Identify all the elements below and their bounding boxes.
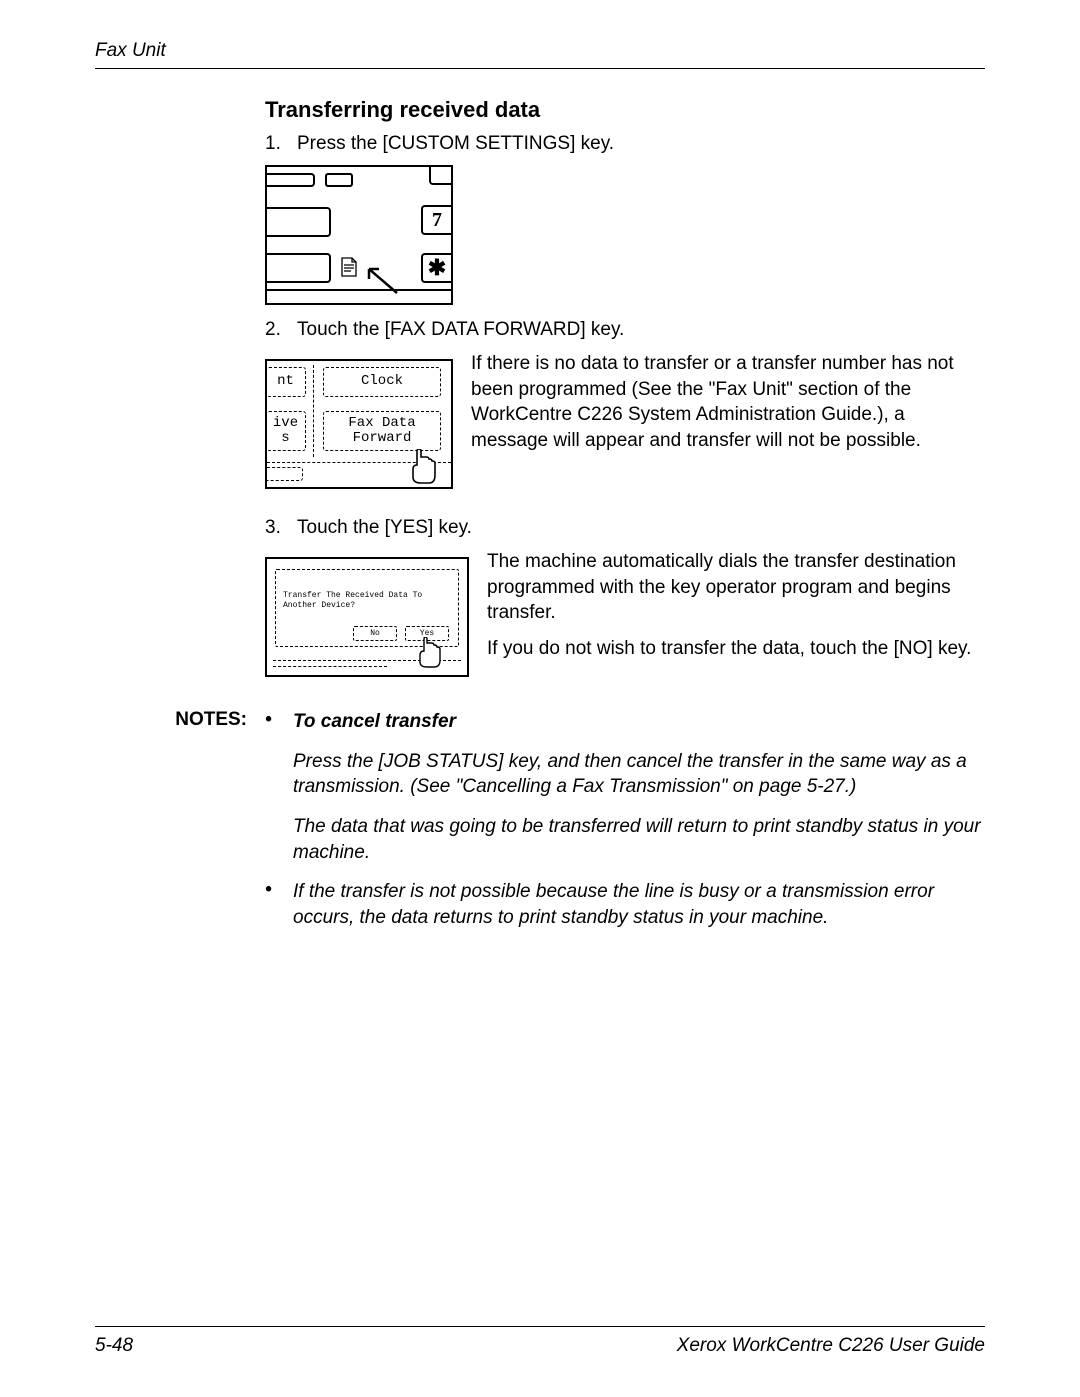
notes-bullet-2: • If the transfer is not possible becaus… xyxy=(265,879,985,930)
paragraph: If there is no data to transfer or a tra… xyxy=(471,351,985,454)
step-text: Press the [CUSTOM SETTINGS] key. xyxy=(297,133,985,155)
lcd-fragment-nt: nt xyxy=(266,367,306,397)
notes-section: NOTES: • To cancel transfer Press the [J… xyxy=(95,709,985,944)
lcd-divider xyxy=(313,365,314,457)
lcd-clock-button: Clock xyxy=(323,367,441,397)
bullet-icon: • xyxy=(265,709,293,735)
bullet-text: If the transfer is not possible because … xyxy=(293,879,985,930)
section-title: Transferring received data xyxy=(265,97,985,123)
lcd-text: ive xyxy=(273,416,298,431)
panel-button-fragment xyxy=(267,173,315,187)
notes-paragraph: Press the [JOB STATUS] key, and then can… xyxy=(293,749,985,800)
panel-button-small xyxy=(325,173,353,187)
step-3-description: The machine automatically dials the tran… xyxy=(487,549,985,691)
notes-bullet-title: To cancel transfer xyxy=(293,711,456,732)
notes-paragraph: The data that was going to be transferre… xyxy=(293,814,985,865)
panel-button xyxy=(267,207,331,237)
dialog-baseline xyxy=(273,666,387,667)
panel-baseline xyxy=(267,289,451,291)
keypad-star: ✱ xyxy=(421,253,451,283)
step-text: Touch the [YES] key. xyxy=(297,517,985,539)
step-number: 3. xyxy=(265,517,297,539)
notes-bullet-1: • To cancel transfer xyxy=(265,709,985,735)
panel-button-fragment xyxy=(429,167,451,185)
footer-guide-title: Xerox WorkCentre C226 User Guide xyxy=(677,1335,985,1357)
figure-custom-settings-panel: 7 ✱ xyxy=(265,165,453,305)
dialog-no-button: No xyxy=(353,626,397,641)
step-number: 1. xyxy=(265,133,297,155)
figure-yes-no-dialog: Transfer The Received Data To Another De… xyxy=(265,557,469,677)
paragraph: If you do not wish to transfer the data,… xyxy=(487,636,985,662)
page-footer: 5-48 Xerox WorkCentre C226 User Guide xyxy=(95,1326,985,1357)
step-2-description: If there is no data to transfer or a tra… xyxy=(471,351,985,503)
figure-fax-data-forward: nt Clock ive s Fax Data Forward xyxy=(265,359,453,489)
step-number: 2. xyxy=(265,319,297,341)
step-2-row: nt Clock ive s Fax Data Forward If there… xyxy=(265,351,985,503)
step-3: 3. Touch the [YES] key. xyxy=(265,517,985,539)
step-1: 1. Press the [CUSTOM SETTINGS] key. xyxy=(265,133,985,155)
lcd-text: Fax Data xyxy=(348,416,415,431)
page-number: 5-48 xyxy=(95,1335,133,1357)
notes-label: NOTES: xyxy=(95,709,265,944)
notes-content: • To cancel transfer Press the [JOB STAT… xyxy=(265,709,985,944)
bullet-icon: • xyxy=(265,879,293,930)
main-content: Transferring received data 1. Press the … xyxy=(265,97,985,691)
panel-button xyxy=(267,253,331,283)
header-title: Fax Unit xyxy=(95,40,985,62)
paragraph: The machine automatically dials the tran… xyxy=(487,549,985,626)
lcd-fragment xyxy=(267,467,303,481)
pointer-hand-icon xyxy=(407,449,441,485)
step-text: Touch the [FAX DATA FORWARD] key. xyxy=(297,319,985,341)
pointer-arrow-icon xyxy=(361,263,401,299)
pointer-hand-icon xyxy=(415,637,445,669)
keypad-7: 7 xyxy=(421,205,451,235)
bullet-text: To cancel transfer xyxy=(293,709,985,735)
document-icon xyxy=(341,257,357,277)
lcd-text: s xyxy=(281,431,289,446)
page-header: Fax Unit xyxy=(95,40,985,69)
dialog-prompt: Transfer The Received Data To Another De… xyxy=(283,591,451,612)
step-3-row: Transfer The Received Data To Another De… xyxy=(265,549,985,691)
lcd-fragment-ive: ive s xyxy=(266,411,306,451)
lcd-fax-data-forward-button: Fax Data Forward xyxy=(323,411,441,451)
lcd-text: Forward xyxy=(353,431,412,446)
step-2: 2. Touch the [FAX DATA FORWARD] key. xyxy=(265,319,985,341)
